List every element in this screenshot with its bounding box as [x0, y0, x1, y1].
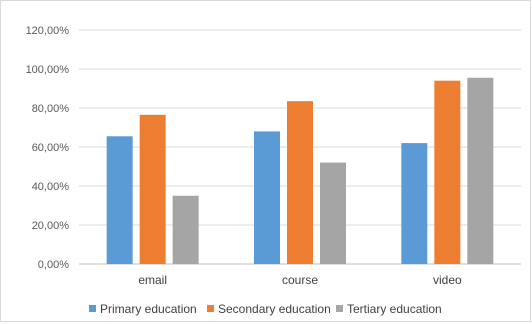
x-axis-category-labels: email course video [138, 273, 462, 287]
legend: Primary education Secondary education Tert… [89, 302, 442, 316]
y-axis-tick-labels: 0,00% 20,00% 40,00% 60,00% 80,00% 100,00% 120,… [26, 25, 70, 271]
y-tick-label: 120,00% [26, 25, 70, 37]
bar-email-primary-education [106, 136, 133, 264]
bar-email-tertiary-education [172, 195, 199, 264]
y-tick-label: 0,00% [38, 259, 69, 271]
bar-course-tertiary-education [320, 162, 346, 264]
x-category-label: video [433, 273, 462, 287]
bar-course-secondary-education [287, 101, 313, 264]
y-tick-label: 20,00% [32, 220, 70, 232]
legend-swatch [336, 305, 343, 312]
bars [106, 77, 494, 265]
x-category-label: course [282, 273, 318, 287]
legend-label: Tertiary education [347, 302, 442, 316]
bar-video-primary-education [401, 143, 428, 264]
y-tick-label: 80,00% [32, 103, 70, 115]
x-category-label: email [138, 273, 167, 287]
legend-label: Secondary education [218, 302, 331, 316]
bar-video-tertiary-education [467, 77, 494, 265]
y-tick-label: 60,00% [32, 142, 70, 154]
bar-email-secondary-education [139, 114, 166, 264]
y-tick-label: 100,00% [26, 64, 70, 76]
bar-video-secondary-education [434, 80, 461, 264]
y-tick-label: 40,00% [32, 181, 70, 193]
legend-label: Primary education [100, 302, 197, 316]
legend-swatch [89, 305, 96, 312]
legend-swatch [207, 305, 214, 312]
bar-course-primary-education [254, 131, 280, 264]
